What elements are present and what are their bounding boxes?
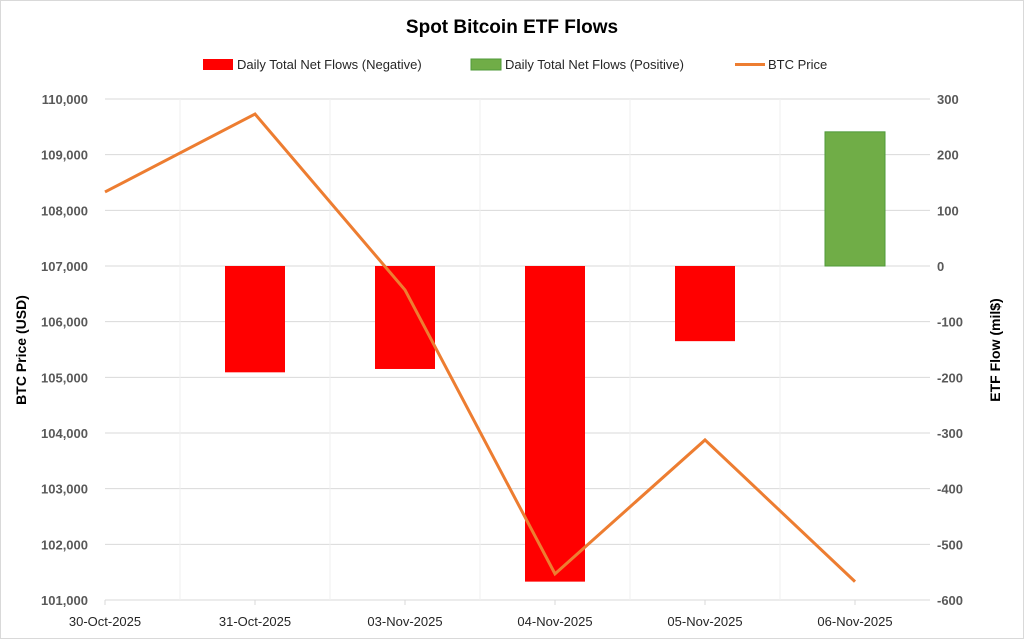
y-tick-label: 107,000	[41, 259, 88, 274]
y-tick-label: 105,000	[41, 370, 88, 385]
y2-tick-label: 300	[937, 92, 959, 107]
y2-tick-label: -200	[937, 370, 963, 385]
x-tick-label: 30-Oct-2025	[69, 614, 141, 629]
bar-negative-flow	[525, 266, 585, 582]
y2-tick-label: 0	[937, 259, 944, 274]
y-tick-label: 109,000	[41, 148, 88, 163]
legend-label-negative: Daily Total Net Flows (Negative)	[237, 57, 422, 72]
legend-swatch-positive	[470, 58, 502, 71]
y2-tick-label: 200	[937, 148, 959, 163]
y2-tick-label: -500	[937, 537, 963, 552]
x-tick-label: 03-Nov-2025	[367, 614, 442, 629]
btc-price-line	[104, 112, 857, 583]
y2-axis-title: ETF Flow (mil$)	[987, 298, 1003, 401]
y2-tick-label: -300	[937, 426, 963, 441]
bar-negative-flow	[675, 266, 735, 342]
chart-title: Spot Bitcoin ETF Flows	[406, 17, 618, 38]
y-tick-label: 102,000	[41, 537, 88, 552]
y-axis-title: BTC Price (USD)	[13, 295, 29, 405]
y-tick-label: 104,000	[41, 426, 88, 441]
y2-tick-label: 100	[937, 203, 959, 218]
y2-tick-label: -400	[937, 482, 963, 497]
legend: Daily Total Net Flows (Negative) Daily T…	[203, 57, 827, 72]
x-tick-label: 06-Nov-2025	[817, 614, 892, 629]
y-tick-label: 108,000	[41, 203, 88, 218]
legend-label-price: BTC Price	[768, 57, 827, 72]
x-tick-label: 05-Nov-2025	[667, 614, 742, 629]
legend-swatch-negative	[203, 59, 233, 70]
bar-negative-flow	[375, 266, 435, 369]
y2-tick-label: -100	[937, 315, 963, 330]
y-tick-label: 103,000	[41, 482, 88, 497]
legend-label-positive: Daily Total Net Flows (Positive)	[505, 57, 684, 72]
x-tick-label: 31-Oct-2025	[219, 614, 291, 629]
y-tick-label: 110,000	[42, 92, 88, 107]
y-tick-label: 101,000	[41, 593, 88, 608]
x-tick-label: 04-Nov-2025	[517, 614, 592, 629]
y-tick-label: 106,000	[41, 315, 88, 330]
bar-positive-flow	[824, 131, 886, 267]
y2-tick-label: -600	[937, 593, 963, 608]
bar-negative-flow	[225, 266, 285, 373]
